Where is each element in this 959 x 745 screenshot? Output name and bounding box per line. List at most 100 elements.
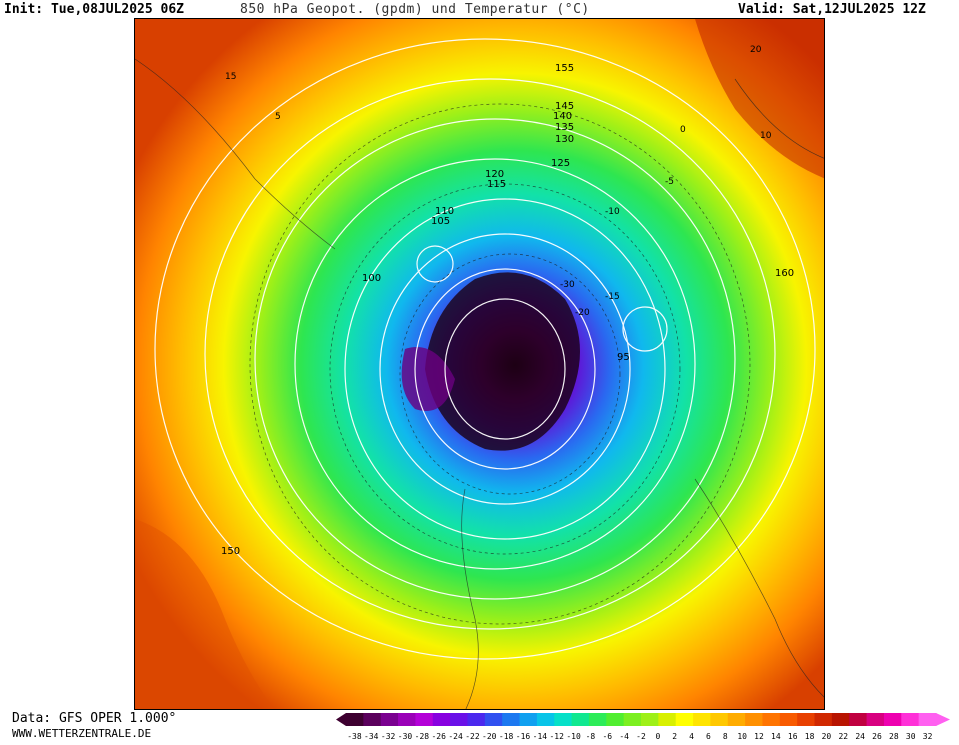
legend-swatch xyxy=(918,713,937,726)
geopotential-labels: 155 145 140 135 130 125 120 115 110 105 … xyxy=(221,63,794,557)
legend-tick-label: 18 xyxy=(805,732,815,741)
label-115: 115 xyxy=(487,179,506,190)
legend-swatch xyxy=(797,713,816,726)
legend-swatch xyxy=(693,713,711,726)
legend-swatch xyxy=(519,713,538,726)
legend-swatch xyxy=(346,713,364,726)
chart-title: 850 hPa Geopot. (gpdm) und Temperatur (°… xyxy=(240,2,590,17)
legend-swatch xyxy=(831,713,850,726)
legend-swatch xyxy=(623,713,642,726)
cold-core xyxy=(425,272,580,451)
label-minus-15: -15 xyxy=(605,292,620,302)
label-135: 135 xyxy=(555,122,574,133)
legend-swatch xyxy=(883,713,902,726)
legend-tick-label: -12 xyxy=(549,732,564,741)
legend-tick-label: 26 xyxy=(872,732,882,741)
legend-swatch xyxy=(901,713,920,726)
legend-tick-label: 20 xyxy=(822,732,832,741)
legend-swatch xyxy=(745,713,763,726)
legend-tick-label: 16 xyxy=(788,732,798,741)
label-minus-5: -5 xyxy=(665,177,674,187)
legend-tick-label: 12 xyxy=(754,732,764,741)
init-time: Init: Tue,08JUL2025 06Z xyxy=(4,2,185,17)
legend-tick-label: -14 xyxy=(533,732,548,741)
label-145: 145 xyxy=(555,101,574,112)
legend-swatch xyxy=(606,713,625,726)
label-0: 0 xyxy=(680,125,686,135)
legend-tick-label: 24 xyxy=(855,732,865,741)
label-5: 5 xyxy=(275,112,281,122)
legend-swatch xyxy=(554,713,573,726)
legend-tick-label: 10 xyxy=(737,732,747,741)
legend-swatch xyxy=(675,713,694,726)
label-minus-30: -30 xyxy=(560,280,575,290)
warm-region-southwest xyxy=(135,519,274,709)
legend-swatch xyxy=(710,713,729,726)
temperature-labels: -30 -20 -15 -10 -5 0 5 10 15 20 xyxy=(225,45,772,318)
legend-swatch xyxy=(536,713,555,726)
legend-swatch xyxy=(415,713,434,726)
color-legend: -38 -34 -32 -30 -28 -26 -24 -22 -20 -18 -16 -14 -12-… xyxy=(336,713,959,741)
legend-tick-label: 28 xyxy=(889,732,899,741)
legend-tick-label: 2 xyxy=(672,732,677,741)
legend-tick-label: 32 xyxy=(923,732,933,741)
legend-swatch xyxy=(866,713,885,726)
legend-swatch xyxy=(849,713,868,726)
legend-tick-label: -4 xyxy=(619,732,629,741)
legend-tick-label: -32 xyxy=(381,732,396,741)
legend-tick-label: -22 xyxy=(465,732,480,741)
legend-tick-label: 8 xyxy=(723,732,728,741)
label-15: 15 xyxy=(225,72,236,82)
legend-tick-label: -20 xyxy=(482,732,497,741)
legend-tick-label: -28 xyxy=(415,732,430,741)
legend-tick-label: -18 xyxy=(499,732,514,741)
label-100: 100 xyxy=(362,273,381,284)
legend-swatch xyxy=(398,713,416,726)
label-minus-10: -10 xyxy=(605,207,620,217)
legend-tick-label: 22 xyxy=(838,732,848,741)
data-source: Data: GFS OPER 1.000° xyxy=(12,711,177,726)
label-130: 130 xyxy=(555,134,574,145)
legend-tick-label: -2 xyxy=(636,732,646,741)
label-155-north: 155 xyxy=(555,63,574,74)
legend-tick-label: 6 xyxy=(706,732,711,741)
legend-swatch xyxy=(502,713,521,726)
website-credit: WWW.WETTERZENTRALE.DE xyxy=(12,727,152,740)
label-160: 160 xyxy=(775,268,794,279)
legend-tick-label: -10 xyxy=(566,732,581,741)
coastlines xyxy=(135,58,824,709)
warm-region-northeast xyxy=(695,19,824,179)
label-110: 110 xyxy=(435,206,454,217)
label-140: 140 xyxy=(553,111,572,122)
legend-tick-label: -38 xyxy=(347,732,362,741)
legend-tick-label: 14 xyxy=(771,732,781,741)
legend-swatch xyxy=(450,713,468,726)
legend-tick-label: -8 xyxy=(586,732,596,741)
legend-swatch xyxy=(779,713,798,726)
legend-tick-label: -16 xyxy=(516,732,531,741)
legend-swatch xyxy=(432,713,451,726)
label-minus-20: -20 xyxy=(575,308,590,318)
label-20: 20 xyxy=(750,45,762,55)
legend-bar: -38 -34 -32 -30 -28 -26 -24 -22 -20 -18 -16 -14 -12-… xyxy=(336,713,950,741)
legend-swatch xyxy=(571,713,590,726)
legend-arrow-left xyxy=(336,713,346,726)
weather-map: 155 145 140 135 130 125 120 115 110 105 … xyxy=(134,18,825,710)
label-120: 120 xyxy=(485,169,504,180)
label-105: 105 xyxy=(431,216,450,227)
legend-arrow-right xyxy=(936,713,950,726)
legend-swatch xyxy=(814,713,833,726)
label-10: 10 xyxy=(760,131,772,141)
legend-swatch xyxy=(363,713,382,726)
legend-tick-label: -24 xyxy=(448,732,463,741)
legend-swatch xyxy=(762,713,781,726)
valid-time: Valid: Sat,12JUL2025 12Z xyxy=(738,2,926,17)
legend-tick-label: -26 xyxy=(431,732,446,741)
legend-tick-label: -34 xyxy=(364,732,379,741)
legend-tick-label: -30 xyxy=(398,732,413,741)
legend-swatch xyxy=(588,713,607,726)
legend-swatch xyxy=(380,713,399,726)
label-95: 95 xyxy=(617,352,630,363)
geopotential-contours xyxy=(154,38,816,660)
legend-swatch xyxy=(658,713,677,726)
